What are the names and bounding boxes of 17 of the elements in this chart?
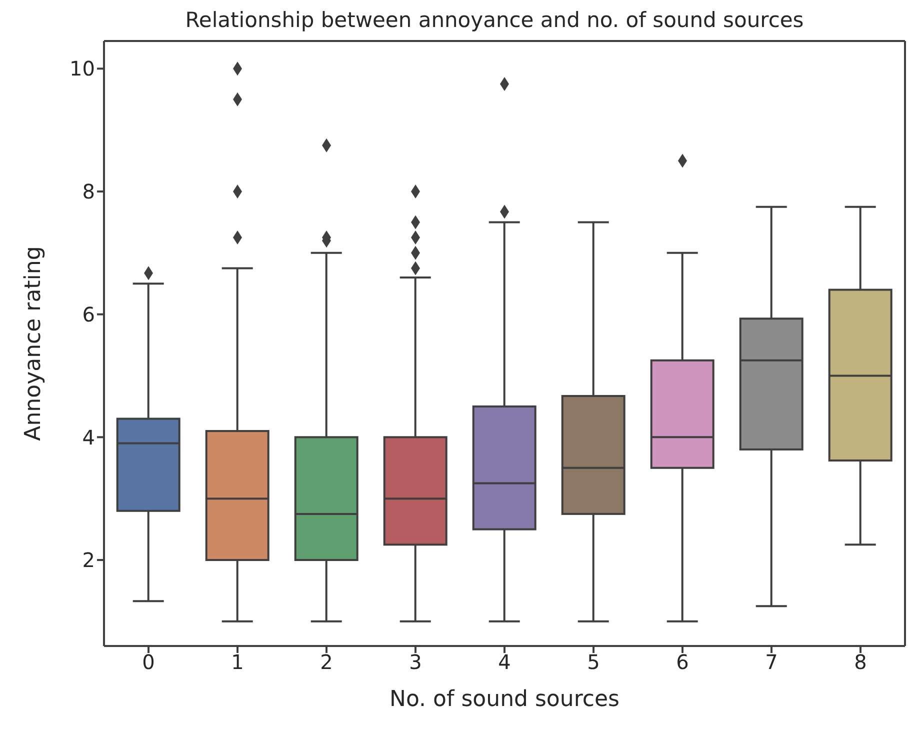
- y-tick-label: 6: [82, 302, 95, 326]
- x-tick-label: 3: [409, 650, 422, 674]
- y-tick-label: 10: [70, 56, 95, 81]
- y-tick-label: 2: [82, 548, 95, 572]
- y-axis-title: Annoyance rating: [20, 246, 46, 441]
- y-tick-label: 8: [82, 180, 95, 204]
- x-tick-label: 0: [142, 650, 155, 674]
- chart-title: Relationship between annoyance and no. of sound sources: [184, 8, 805, 34]
- x-tick-label: 7: [765, 650, 778, 674]
- x-tick-label: 5: [587, 650, 600, 674]
- y-tick-label: 4: [82, 425, 95, 450]
- x-axis-title: No. of sound sources: [389, 687, 620, 712]
- x-tick-label: 1: [231, 650, 244, 674]
- x-tick-label: 4: [498, 650, 511, 674]
- x-tick-label: 8: [854, 650, 867, 674]
- x-tick-label: 2: [320, 650, 333, 674]
- x-tick-label: 6: [676, 650, 689, 674]
